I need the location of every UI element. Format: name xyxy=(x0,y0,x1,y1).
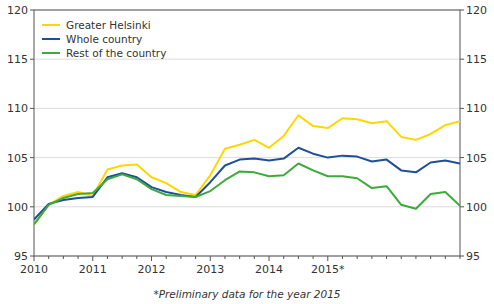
series-line xyxy=(34,164,460,225)
x-minor-tick xyxy=(107,256,108,259)
y2-tick-label: 100 xyxy=(466,201,487,214)
x-minor-tick xyxy=(445,256,446,259)
x-tick xyxy=(327,256,328,261)
plot-area xyxy=(34,115,460,224)
x-minor-tick xyxy=(254,256,255,259)
x-tick xyxy=(210,256,211,261)
y-tick xyxy=(30,108,34,109)
x-tick xyxy=(269,256,270,261)
chart: 95 100 105 110 115 120 95 100 105 110 115 120 2010 20… xyxy=(0,0,494,304)
x-minor-tick xyxy=(136,256,137,259)
y-tick xyxy=(30,206,34,207)
x-tick-label: 2013 xyxy=(196,263,224,276)
y-tick xyxy=(30,59,34,60)
y-tick-label: 110 xyxy=(7,102,28,115)
legend-swatch xyxy=(42,24,60,26)
legend-label: Whole country xyxy=(66,33,142,45)
grid-line xyxy=(34,206,460,207)
x-minor-tick xyxy=(180,256,181,259)
legend-label: Greater Helsinki xyxy=(66,19,151,31)
y-tick-label: 105 xyxy=(7,152,28,165)
y-tick-label: 115 xyxy=(7,53,28,66)
x-tick-label: 2014 xyxy=(255,263,283,276)
x-tick xyxy=(92,256,93,261)
y-tick-label: 120 xyxy=(7,4,28,17)
x-minor-tick xyxy=(430,256,431,259)
x-minor-tick xyxy=(386,256,387,259)
y-tick xyxy=(30,256,34,257)
y2-tick-label: 95 xyxy=(466,250,480,263)
x-minor-tick xyxy=(122,256,123,259)
y2-tick xyxy=(460,206,464,207)
x-tick xyxy=(34,256,35,261)
y2-tick xyxy=(460,157,464,158)
legend: Greater Helsinki Whole country Rest of the… xyxy=(42,19,166,59)
x-minor-tick xyxy=(298,256,299,259)
background xyxy=(0,0,494,304)
x-minor-tick xyxy=(224,256,225,259)
footnote: *Preliminary data for the year 2015 xyxy=(153,288,340,300)
x-minor-tick xyxy=(342,256,343,259)
y2-tick-label: 105 xyxy=(466,152,487,165)
legend-swatch xyxy=(42,38,60,40)
y2-tick xyxy=(460,108,464,109)
y2-tick-label: 120 xyxy=(466,4,487,17)
y2-tick xyxy=(460,59,464,60)
x-minor-tick xyxy=(460,256,461,259)
grid-line xyxy=(34,157,460,158)
x-minor-tick xyxy=(63,256,64,259)
y2-tick xyxy=(460,10,464,11)
x-minor-tick xyxy=(415,256,416,259)
series-line xyxy=(34,115,460,224)
x-minor-tick xyxy=(401,256,402,259)
x-minor-tick xyxy=(195,256,196,259)
grid-line xyxy=(34,108,460,109)
y-tick xyxy=(30,157,34,158)
y-tick-label: 100 xyxy=(7,201,28,214)
y2-tick-label: 115 xyxy=(466,53,487,66)
x-minor-tick xyxy=(48,256,49,259)
x-minor-tick xyxy=(166,256,167,259)
y-tick xyxy=(30,10,34,11)
y2-tick-label: 110 xyxy=(466,102,487,115)
legend-label: Rest of the country xyxy=(66,47,166,59)
x-minor-tick xyxy=(78,256,79,259)
plot-frame xyxy=(34,10,460,256)
x-tick-label: 2010 xyxy=(20,263,48,276)
x-minor-tick xyxy=(283,256,284,259)
x-tick xyxy=(151,256,152,261)
series-line xyxy=(34,148,460,220)
x-minor-tick xyxy=(371,256,372,259)
legend-swatch xyxy=(42,52,60,54)
x-tick-label: 2011 xyxy=(79,263,107,276)
y-tick-label: 95 xyxy=(14,250,28,263)
x-minor-tick xyxy=(239,256,240,259)
x-minor-tick xyxy=(357,256,358,259)
x-minor-tick xyxy=(313,256,314,259)
x-tick-label: 2015* xyxy=(311,263,345,276)
x-tick-label: 2012 xyxy=(138,263,166,276)
y2-tick xyxy=(460,256,464,257)
